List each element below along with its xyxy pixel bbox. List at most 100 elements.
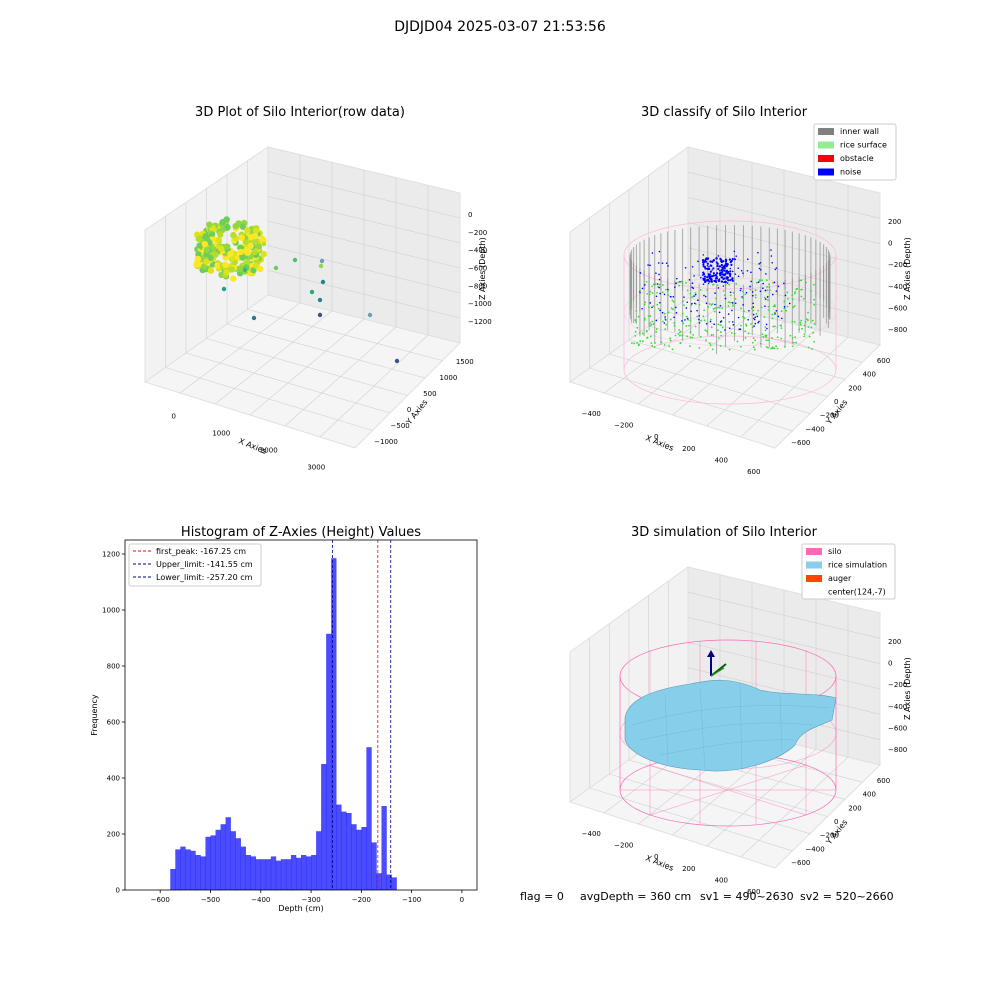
classify-3d-x-tick: 600 xyxy=(747,468,760,476)
rice-surface-point xyxy=(805,318,808,320)
rice-surface-point xyxy=(650,342,653,344)
rice-surface-point xyxy=(774,311,776,314)
rice-surface-point xyxy=(765,279,768,282)
raw-3d-y-tick: 1000 xyxy=(440,374,458,382)
noise-point xyxy=(726,282,729,284)
noise-point xyxy=(658,250,661,253)
rice-surface-point xyxy=(647,306,650,309)
noise-point xyxy=(639,291,641,294)
rice-surface-point xyxy=(792,306,795,309)
histogram-bar xyxy=(215,829,221,890)
rice-surface-point xyxy=(662,320,664,323)
rice-surface-point xyxy=(755,281,758,284)
raw-3d-point xyxy=(202,233,209,240)
rice-surface-point xyxy=(664,328,667,331)
rice-surface-point xyxy=(667,311,670,314)
rice-surface-point xyxy=(780,327,783,330)
noise-point xyxy=(777,285,780,288)
rice-surface-point xyxy=(713,310,716,313)
histogram-bar xyxy=(170,869,176,890)
histogram-bar xyxy=(235,838,241,890)
rice-surface-point xyxy=(656,291,659,294)
noise-point xyxy=(719,304,722,307)
noise-cluster-point xyxy=(706,267,709,270)
noise-point xyxy=(714,303,716,306)
raw-3d-point xyxy=(255,243,263,250)
rice-surface-point xyxy=(682,322,685,325)
noise-cluster-point xyxy=(714,280,718,284)
rice-surface-point xyxy=(634,319,637,321)
raw-3d-point xyxy=(217,245,225,252)
simulation-3d-x-tick: 200 xyxy=(682,865,695,873)
noise-cluster-point xyxy=(726,272,729,275)
rice-surface-point xyxy=(702,315,705,318)
noise-cluster-point xyxy=(720,260,723,263)
noise-point xyxy=(759,261,762,264)
rice-surface-point xyxy=(674,334,677,337)
rice-surface-point xyxy=(636,342,638,344)
noise-point xyxy=(757,321,759,324)
histogram-bar xyxy=(311,855,317,890)
noise-cluster-point xyxy=(703,275,707,278)
noise-point xyxy=(693,275,695,277)
rice-surface-point xyxy=(745,323,747,326)
histogram-bar xyxy=(255,859,262,890)
noise-cluster-point xyxy=(731,257,734,261)
rice-surface-point xyxy=(800,295,803,298)
rice-surface-point xyxy=(712,308,715,310)
classify-3d-y-tick: −400 xyxy=(805,425,824,433)
raw-3d-x-tick: 0 xyxy=(172,413,176,421)
rice-surface-point xyxy=(772,325,775,328)
noise-cluster-point xyxy=(728,258,731,261)
noise-point xyxy=(691,265,694,268)
rice-surface-point xyxy=(799,323,802,326)
raw-3d-outlier-point xyxy=(242,267,248,273)
rice-surface-point xyxy=(732,291,735,294)
classify-3d-y-tick: −600 xyxy=(791,439,810,447)
classify-3d-z-tick: −600 xyxy=(888,305,907,313)
histogram-bar xyxy=(220,824,226,890)
rice-surface-point xyxy=(743,310,745,313)
rice-surface-point xyxy=(812,331,815,334)
raw-3d-point xyxy=(207,267,215,274)
simulation-legend-item-swatch xyxy=(806,561,822,569)
noise-point xyxy=(664,319,667,321)
noise-cluster-point xyxy=(710,275,713,278)
rice-surface-point xyxy=(654,342,656,344)
rice-surface-point xyxy=(768,286,771,289)
histogram-bar xyxy=(295,857,302,890)
noise-point xyxy=(673,316,675,319)
noise-cluster-point xyxy=(706,275,709,279)
noise-point xyxy=(658,278,661,281)
rice-surface-point xyxy=(723,294,726,297)
raw-3d-point xyxy=(228,266,235,273)
raw-3d-point xyxy=(219,219,226,226)
rice-surface-point xyxy=(719,345,722,347)
classify-legend-item-label: obstacle xyxy=(840,154,874,163)
rice-surface-point xyxy=(689,345,691,348)
rice-surface-point xyxy=(767,305,770,308)
rice-surface-point xyxy=(810,290,812,293)
classify-3d-z-tick: 200 xyxy=(888,218,901,226)
rice-surface-point xyxy=(683,304,685,307)
rice-surface-point xyxy=(744,293,747,296)
classify-3d-y-tick: 0 xyxy=(834,398,838,406)
histogram-bar xyxy=(245,855,252,890)
noise-point xyxy=(703,294,705,297)
histogram-bar xyxy=(230,831,236,890)
noise-point xyxy=(774,313,776,315)
raw-3d-outlier-point xyxy=(309,289,315,295)
histogram-bar xyxy=(250,856,257,890)
classify-legend-item-label: noise xyxy=(840,168,861,177)
raw-3d-point xyxy=(252,227,260,235)
noise-point xyxy=(690,310,692,313)
noise-cluster-point xyxy=(709,270,712,273)
raw-3d-y-tick: −1000 xyxy=(374,438,398,446)
histogram-bar xyxy=(270,856,277,890)
simulation-legend-item-swatch xyxy=(806,548,822,555)
histogram-bar xyxy=(190,850,196,890)
noise-cluster-point xyxy=(712,267,715,270)
rice-surface-point xyxy=(641,340,644,343)
noise-point xyxy=(641,307,643,310)
raw-3d-z-tick: −400 xyxy=(468,247,487,255)
